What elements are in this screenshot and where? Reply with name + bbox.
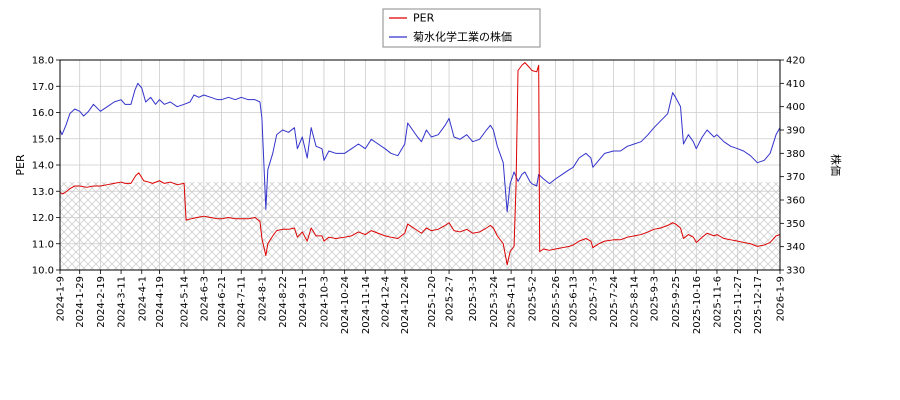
- y-left-tick-label: 14.0: [32, 161, 54, 172]
- x-tick-label: 2025-11-6: [712, 276, 723, 328]
- x-tick-label: 2025-8-14: [630, 276, 641, 328]
- x-tick-label: 2025-7-3: [588, 276, 599, 321]
- x-tick-label: 2025-5-26: [551, 276, 562, 328]
- legend-label-price: 菊水化学工業の株価: [413, 30, 512, 44]
- x-tick-label: 2025-3-24: [489, 276, 500, 328]
- price-line: [60, 82, 780, 213]
- x-tick-label: 2025-2-7: [445, 276, 456, 321]
- x-tick-label: 2024-1-29: [75, 276, 86, 328]
- x-tick-label: 2024-8-22: [278, 276, 289, 328]
- y-right-tick-label: 350: [786, 219, 805, 230]
- per-line: [60, 62, 780, 266]
- x-tick-label: 2024-2-19: [96, 276, 107, 328]
- legend: PER 菊水化学工業の株価: [382, 8, 541, 48]
- x-tick-label: 2025-5-2: [527, 276, 538, 321]
- y-axis-right-label: 株価: [829, 154, 843, 176]
- y-axis-left-label: PER: [14, 154, 27, 176]
- x-tick-label: 2025-9-3: [649, 276, 660, 321]
- y-left-tick-label: 15.0: [32, 134, 54, 145]
- series-layer: [60, 62, 780, 266]
- y-left-tick-label: 13.0: [32, 187, 54, 198]
- x-tick-label: 2024-4-19: [155, 276, 166, 328]
- tick-labels: 10.0 11.0 12.0 13.0 14.0 15.0 16.0 17.0 18.0 330 3…: [32, 56, 805, 335]
- x-tick-label: 2024-6-21: [217, 276, 228, 328]
- y-right-tick-label: 410: [786, 79, 805, 90]
- y-left-tick-label: 10.0: [32, 266, 54, 277]
- x-tick-label: 2024-10-3: [319, 276, 330, 328]
- x-tick-label: 2024-8-1: [257, 276, 268, 321]
- x-tick-label: 2024-4-1: [137, 276, 148, 321]
- x-tick-label: 2025-7-24: [609, 276, 620, 328]
- y-right-tick-label: 420: [786, 56, 805, 67]
- per-range-hatch: [60, 182, 780, 270]
- y-right-tick-label: 330: [786, 266, 805, 277]
- x-tick-label: 2024-3-11: [117, 276, 128, 328]
- y-right-tick-label: 390: [786, 126, 805, 137]
- y-left-tick-label: 18.0: [32, 56, 54, 67]
- x-tick-label: 2025-9-25: [671, 276, 682, 328]
- plot-frame: [59, 59, 781, 271]
- x-tick-label: 2025-11-27: [733, 276, 744, 334]
- x-tick-label: 2025-10-16: [692, 276, 703, 334]
- y-right-tick-label: 370: [786, 172, 805, 183]
- legend-label-per: PER: [413, 12, 435, 25]
- y-right-tick-label: 360: [786, 196, 805, 207]
- x-tick-label: 2024-1-9: [56, 276, 67, 321]
- x-tick-label: 2026-1-9: [776, 276, 787, 321]
- x-tick-label: 2025-3-3: [468, 276, 479, 321]
- x-tick-label: 2024-12-4: [381, 276, 392, 328]
- y-left-tick-label: 17.0: [32, 82, 54, 93]
- x-tick-label: 2024-6-3: [199, 276, 210, 321]
- y-left-tick-label: 11.0: [32, 239, 54, 250]
- x-tick-label: 2024-11-14: [361, 276, 372, 334]
- x-tick-label: 2024-12-24: [400, 276, 411, 334]
- x-tick-label: 2025-12-17: [753, 276, 764, 334]
- x-tick-label: 2025-1-20: [427, 276, 438, 328]
- y-right-tick-label: 400: [786, 102, 805, 113]
- x-tick-label: 2024-5-14: [180, 276, 191, 328]
- x-tick-label: 2025-6-13: [569, 276, 580, 328]
- x-tick-label: 2024-7-11: [237, 276, 248, 328]
- y-right-tick-label: 340: [786, 242, 805, 253]
- y-left-tick-label: 16.0: [32, 108, 54, 119]
- x-tick-label: 2024-9-11: [298, 276, 309, 328]
- legend-box: [382, 8, 541, 48]
- x-tick-label: 2024-10-24: [340, 276, 351, 334]
- y-right-tick-label: 380: [786, 149, 805, 160]
- x-tick-label: 2025-4-11: [507, 276, 518, 328]
- y-left-tick-label: 12.0: [32, 213, 54, 224]
- axes: [56, 59, 784, 274]
- per-range-band: [60, 182, 780, 270]
